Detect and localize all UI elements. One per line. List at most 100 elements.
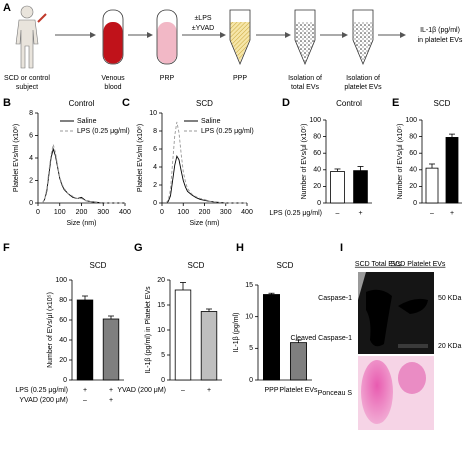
x-tick-label: 400 — [241, 209, 253, 216]
y-tick-label: 60 — [59, 317, 67, 324]
panel-label: I — [340, 242, 343, 254]
y-tick-label: 80 — [313, 133, 321, 140]
y-tick-label: 10 — [149, 110, 157, 117]
chart-title: Control — [69, 99, 95, 108]
x-tick-label: + — [358, 210, 362, 217]
lane-label: SCD Platelet EVs — [391, 261, 446, 268]
step-label: Isolation of — [346, 75, 380, 82]
y-tick-label: 60 — [313, 150, 321, 157]
y-tick-label: 0 — [249, 377, 253, 384]
y-tick-label: 15 — [157, 302, 165, 309]
x-tick-label: 200 — [199, 209, 211, 216]
legend-label: LPS (0.25 μg/ml) — [201, 128, 254, 135]
panel-label: F — [3, 242, 10, 254]
chart-title: SCD — [90, 261, 107, 270]
x-tick-label: 200 — [76, 209, 88, 216]
y-tick-label: 20 — [313, 183, 321, 190]
x-axis-label: Size (nm) — [190, 220, 220, 227]
bar — [445, 137, 459, 204]
x-tick-label: – — [181, 387, 185, 394]
panel-label: C — [122, 97, 130, 109]
bar — [425, 167, 439, 204]
data-line — [165, 155, 247, 204]
x-tick-label: – — [83, 397, 87, 404]
step-label: blood — [104, 84, 121, 91]
data-line — [41, 144, 125, 204]
subject-icon — [15, 5, 47, 69]
data-line — [165, 121, 247, 204]
tube-ppp — [229, 9, 251, 66]
row-label: LPS (0.25 μg/ml) — [15, 387, 68, 394]
x-tick-label: PPP — [264, 387, 278, 394]
chart-title: SCD — [277, 261, 294, 270]
lane-label: SCD Total EVs — [355, 261, 402, 268]
x-tick-label: + — [109, 387, 113, 394]
data-line — [41, 147, 125, 204]
chart-title: SCD — [196, 99, 213, 108]
y-tick-label: 10 — [245, 314, 253, 321]
row-label: YVAD (200 μM) — [19, 397, 68, 404]
y-tick-label: 20 — [409, 183, 417, 190]
y-tick-label: 0 — [29, 200, 33, 207]
step-label: Venous — [101, 75, 125, 82]
y-tick-label: 5 — [161, 352, 165, 359]
y-tick-label: 2 — [29, 177, 33, 184]
y-tick-label: 100 — [55, 277, 67, 284]
y-tick-label: 6 — [153, 146, 157, 153]
y-tick-label: 0 — [153, 200, 157, 207]
y-tick-label: 20 — [59, 357, 67, 364]
bar — [102, 318, 120, 381]
panel-label: E — [392, 97, 399, 109]
bar — [200, 311, 218, 381]
y-axis-label: Number of EVs/μl (x10⁵) — [47, 292, 54, 368]
step-label: SCD or control — [4, 75, 50, 82]
x-tick-label: 400 — [119, 209, 131, 216]
legend-label: Saline — [77, 118, 97, 125]
bar — [289, 342, 307, 381]
y-tick-label: 60 — [409, 150, 417, 157]
y-tick-label: 40 — [313, 167, 321, 174]
y-tick-label: 8 — [153, 128, 157, 135]
tube-total-evs — [294, 9, 316, 66]
y-tick-label: 5 — [249, 345, 253, 352]
x-tick-label: + — [450, 210, 454, 217]
bar — [262, 294, 280, 381]
y-axis-label: IL-1β (pg/ml) — [233, 313, 240, 353]
y-tick-label: 0 — [317, 200, 321, 207]
chart-title: Control — [336, 99, 362, 108]
y-axis-label: IL-1β (pg/ml) in Platelet EVs — [145, 286, 152, 374]
step-label: PRP — [160, 75, 175, 82]
step-label: subject — [16, 84, 38, 91]
tube-blood — [102, 9, 124, 65]
chart-title: SCD — [434, 99, 451, 108]
y-tick-label: 4 — [29, 155, 33, 162]
y-axis-label: Platelet EVs/ml (x10⁸) — [13, 124, 20, 192]
x-tick-label: + — [207, 387, 211, 394]
tube-platelet-evs — [352, 9, 374, 66]
row-label: YVAD (200 μM) — [117, 387, 166, 394]
y-tick-label: 40 — [59, 337, 67, 344]
y-tick-label: 6 — [29, 132, 33, 139]
y-tick-label: 8 — [29, 110, 33, 117]
x-tick-label: 0 — [36, 209, 40, 216]
workflow-diagram: A SCD or control subject Venous blood PR… — [3, 2, 463, 91]
bar — [174, 289, 192, 381]
x-tick-label: 300 — [220, 209, 232, 216]
panel-label: H — [236, 242, 244, 254]
panel-label: D — [282, 97, 290, 109]
y-tick-label: 15 — [245, 282, 253, 289]
treatment-label: ±YVAD — [192, 25, 214, 32]
y-axis-label: Platelet EVs/ml (x10⁸) — [137, 124, 144, 192]
step-label: platelet EVs — [344, 84, 382, 91]
y-axis-label: Number of EVs/μl (x10⁵) — [301, 124, 308, 200]
output-label: in platelet EVs — [418, 37, 463, 44]
x-tick-label: 300 — [97, 209, 109, 216]
output-label: IL-1β (pg/ml) — [420, 27, 460, 34]
axis — [161, 113, 247, 204]
x-tick-label: – — [336, 210, 340, 217]
legend-label: Saline — [201, 118, 221, 125]
y-axis-label: Number of EVs/μl (x10⁵) — [397, 124, 404, 200]
y-tick-label: 80 — [59, 297, 67, 304]
panel-label: A — [3, 2, 11, 14]
